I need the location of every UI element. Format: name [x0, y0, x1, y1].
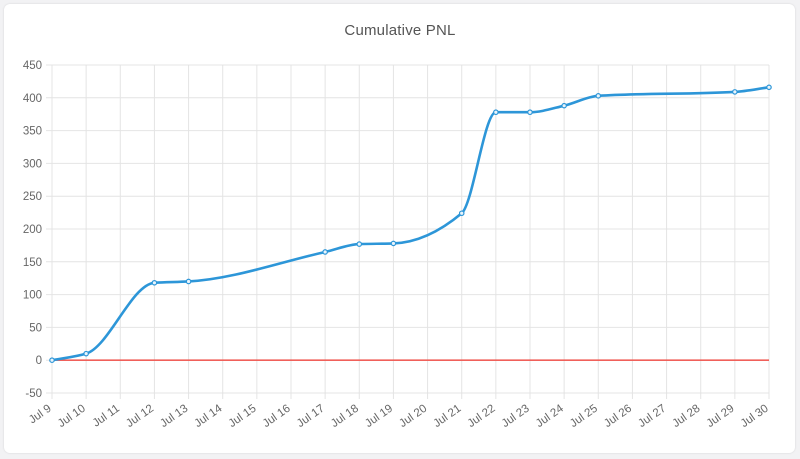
- y-tick-label: 50: [29, 322, 42, 334]
- data-point[interactable]: [356, 241, 363, 247]
- data-point[interactable]: [390, 240, 397, 247]
- x-tick-label: Jul 11: [91, 403, 122, 430]
- y-axis-ticks: -50 0 50 100 150 200 250 300 350 400 450: [23, 60, 42, 400]
- x-tick-label: Jul 18: [329, 403, 361, 430]
- x-tick-label: Jul 24: [534, 402, 567, 430]
- x-tick-label: Jul 13: [158, 403, 190, 430]
- x-tick-label: Jul 21: [431, 403, 463, 430]
- x-tick-label: Jul 29: [705, 403, 737, 430]
- y-tick-label: 200: [23, 224, 42, 236]
- data-point[interactable]: [732, 89, 738, 95]
- data-point[interactable]: [49, 357, 55, 364]
- y-tick-label: 250: [23, 191, 42, 203]
- data-point[interactable]: [83, 350, 89, 357]
- x-tick-label: Jul 9: [27, 403, 54, 427]
- data-point[interactable]: [322, 249, 328, 255]
- data-point[interactable]: [185, 278, 192, 285]
- data-point[interactable]: [595, 93, 602, 99]
- x-tick-label: Jul 19: [363, 403, 395, 430]
- x-tick-label: Jul 25: [568, 403, 600, 430]
- data-point[interactable]: [151, 279, 158, 286]
- x-axis-ticks: Jul 9 Jul 10 Jul 11 Jul 12 Jul 13 Jul 14 Jul 1…: [27, 402, 771, 430]
- series-layer: [49, 84, 772, 364]
- y-tick-label: 100: [23, 290, 42, 302]
- x-tick-label: Jul 27: [636, 403, 668, 430]
- chart-title: Cumulative PNL: [344, 22, 456, 39]
- y-tick-label: 400: [23, 93, 42, 105]
- x-tick-label: Jul 15: [227, 403, 259, 430]
- y-tick-label: 150: [23, 257, 42, 269]
- grid-lines: [46, 64, 770, 399]
- y-tick-label: 450: [23, 60, 42, 72]
- series-line: [51, 86, 770, 362]
- x-tick-label: Jul 14: [192, 402, 225, 430]
- data-point[interactable]: [766, 84, 772, 91]
- x-tick-label: Jul 12: [124, 403, 156, 430]
- y-tick-label: 300: [23, 158, 42, 170]
- x-tick-label: Jul 17: [295, 403, 327, 430]
- x-tick-label: Jul 30: [739, 403, 771, 430]
- data-point[interactable]: [493, 109, 499, 116]
- x-tick-label: Jul 10: [56, 403, 88, 430]
- y-tick-label: 350: [23, 126, 42, 138]
- y-tick-label: -50: [25, 388, 42, 400]
- x-tick-label: Jul 26: [602, 403, 634, 430]
- data-point[interactable]: [561, 102, 567, 109]
- x-tick-label: Jul 16: [261, 403, 293, 430]
- data-point[interactable]: [527, 109, 533, 116]
- x-tick-label: Jul 20: [397, 403, 429, 430]
- x-tick-label: Jul 23: [500, 403, 532, 430]
- y-tick-label: 0: [36, 355, 42, 367]
- x-tick-label: Jul 28: [670, 403, 702, 430]
- data-point[interactable]: [458, 210, 465, 217]
- x-tick-label: Jul 22: [466, 403, 498, 430]
